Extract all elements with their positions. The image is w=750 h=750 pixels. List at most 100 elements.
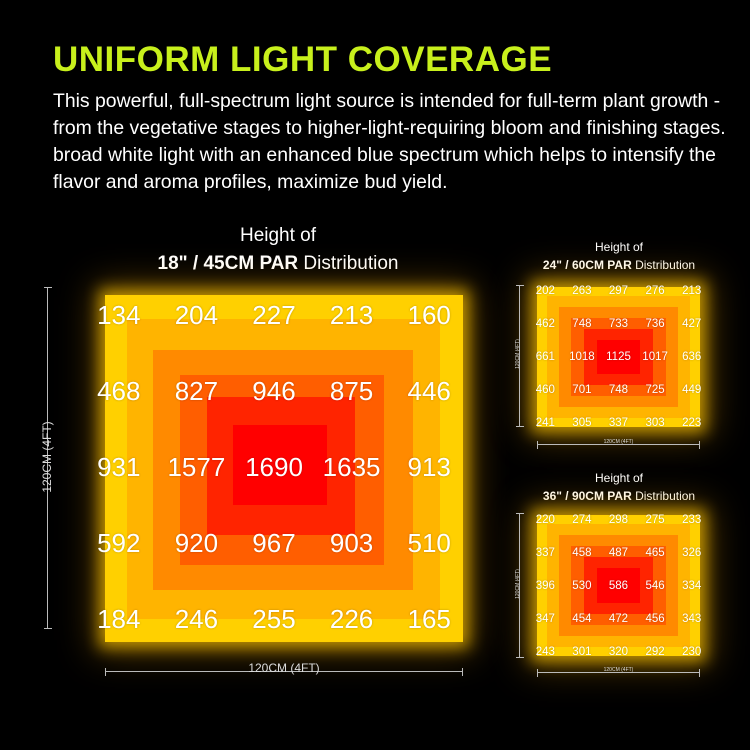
par-value: 472 (608, 612, 629, 625)
panel-24-height-dimension-line (516, 285, 524, 427)
par-value: 592 (97, 527, 141, 558)
par-value: 920 (174, 527, 219, 558)
panel-18-center (233, 425, 327, 505)
par-value: 456 (645, 612, 665, 625)
panel-24-title: Height of 24" / 60CM PAR Distribution (530, 238, 708, 274)
panel-18-title-rest: Distribution (298, 253, 399, 274)
par-value: 184 (97, 603, 141, 634)
par-value: 305 (572, 416, 592, 429)
par-value: 1635 (322, 451, 381, 482)
par-value: 458 (572, 546, 592, 559)
panel-36-width-dimension-line (537, 669, 700, 677)
par-value: 1125 (606, 350, 631, 363)
par-value: 204 (174, 299, 219, 330)
panel-24-values: 202 263 297 276 213 462 748 733 736 427 … (527, 275, 710, 439)
par-value: 462 (535, 318, 555, 331)
par-value: 165 (407, 603, 451, 634)
par-value: 701 (572, 383, 592, 396)
panel-36-height-dimension-line (516, 513, 524, 658)
par-value: 827 (174, 375, 219, 406)
panel-18-title-line1: Height of (239, 225, 317, 246)
panel-24-title-line1: Height of (594, 240, 644, 254)
par-value: 725 (645, 383, 665, 396)
panel-36-title-rest: Distribution (631, 489, 696, 503)
panel-18-title-height: 18" / 45CM PAR (157, 253, 299, 274)
par-value: 320 (608, 645, 629, 658)
par-value: 243 (535, 645, 555, 658)
par-value: 946 (252, 375, 296, 406)
par-value: 226 (329, 603, 374, 634)
par-value: 396 (535, 579, 555, 592)
par-value: 230 (682, 645, 702, 658)
par-value: 347 (535, 612, 555, 625)
par-value: 292 (645, 645, 665, 658)
par-value: 875 (329, 375, 374, 406)
par-value: 454 (572, 612, 592, 625)
description: This powerful, full-spectrum light sourc… (53, 90, 726, 193)
par-value: 487 (608, 546, 629, 559)
panel-24-par-map (537, 287, 700, 427)
panel-36-title-height: 36" / 90CM PAR (542, 489, 632, 503)
panel-24-title-rest: Distribution (631, 258, 696, 272)
par-value: 748 (572, 318, 592, 331)
par-value: 1577 (167, 451, 226, 482)
par-value: 337 (535, 546, 555, 559)
par-value: 1018 (569, 350, 595, 363)
par-value: 160 (407, 299, 451, 330)
par-value: 213 (682, 285, 702, 298)
par-value: 733 (608, 318, 629, 331)
par-value: 586 (608, 579, 629, 592)
par-value: 510 (407, 527, 451, 558)
par-value: 468 (97, 375, 141, 406)
par-value: 301 (572, 645, 592, 658)
panel-18-width-label: 120CM (4FT) (248, 661, 320, 675)
par-value: 1017 (642, 350, 668, 363)
par-value: 931 (97, 451, 141, 482)
par-value: 202 (535, 285, 555, 298)
par-value: 233 (682, 513, 702, 526)
panel-36-title: Height of 36" / 90CM PAR Distribution (528, 469, 710, 505)
par-value: 465 (645, 546, 665, 559)
par-value: 220 (535, 513, 555, 526)
headline: UNIFORM LIGHT COVERAGE (53, 40, 553, 79)
panel-36-title-line1: Height of (594, 471, 644, 485)
par-value: 546 (645, 579, 665, 592)
par-value: 903 (329, 527, 374, 558)
panel-24-height-label: 120CM (4FT) (515, 339, 521, 369)
par-value: 661 (535, 350, 555, 363)
panel-24-width-label: 120CM (4FT) (603, 439, 634, 445)
par-value: 241 (535, 416, 555, 429)
par-value: 303 (645, 416, 665, 429)
par-value: 427 (682, 318, 702, 331)
par-value: 913 (407, 451, 451, 482)
panel-18-height-dimension-line (44, 287, 52, 629)
par-value: 255 (252, 603, 296, 634)
panel-36-center (597, 568, 640, 603)
par-value: 223 (682, 416, 702, 429)
par-value: 297 (608, 285, 629, 298)
par-value: 1690 (245, 451, 303, 482)
par-value: 227 (252, 299, 296, 330)
par-value: 449 (682, 383, 702, 396)
panel-18-height-label: 120CM (4FT) (40, 421, 54, 493)
par-value: 246 (174, 603, 219, 634)
par-value: 736 (645, 318, 665, 331)
par-value: 530 (572, 579, 592, 592)
panel-24-center (597, 340, 640, 374)
panel-36-height-label: 120CM (4FT) (515, 569, 521, 599)
panel-18-values: 134 204 227 213 160 468 827 946 875 446 … (80, 277, 468, 657)
par-value: 134 (97, 299, 141, 330)
par-value: 326 (682, 546, 702, 559)
par-value: 343 (682, 612, 702, 625)
par-value: 460 (535, 383, 555, 396)
panel-36-values: 220 274 298 275 233 337 458 487 465 326 … (527, 503, 710, 668)
par-value: 263 (572, 285, 592, 298)
par-value: 213 (329, 299, 374, 330)
par-value: 636 (682, 350, 702, 363)
par-value: 748 (608, 383, 629, 396)
panel-18-width-dimension-line (105, 668, 463, 676)
panel-24-title-height: 24" / 60CM PAR (542, 258, 632, 272)
par-value: 337 (608, 416, 629, 429)
panel-36-par-map (537, 515, 700, 656)
panel-36-width-label: 120CM (4FT) (603, 667, 634, 673)
